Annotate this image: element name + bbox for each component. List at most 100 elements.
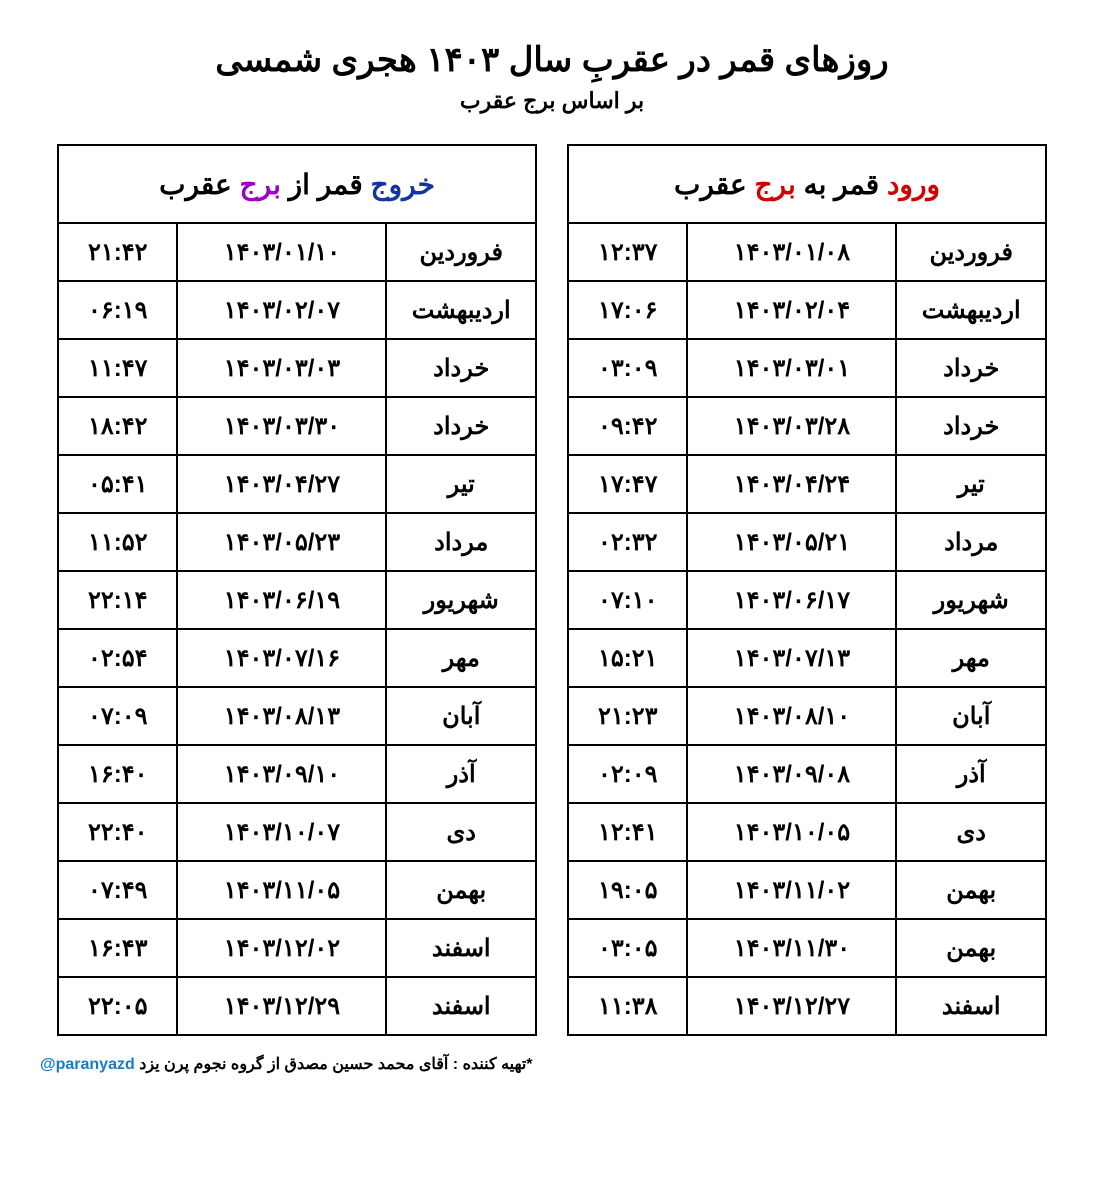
cell-time: ۰۲:۵۴ (58, 629, 177, 687)
hdr-word: خروج (371, 169, 435, 200)
page-title: روزهای قمر در عقربِ سال ۱۴۰۳ هجری شمسی (40, 40, 1064, 80)
cell-time: ۰۲:۳۲ (568, 513, 687, 571)
table-row: اسفند۱۴۰۳/۱۲/۲۷۱۱:۳۸ (568, 977, 1046, 1035)
cell-month: شهریور (386, 571, 536, 629)
cell-time: ۱۸:۴۲ (58, 397, 177, 455)
cell-month: شهریور (896, 571, 1046, 629)
table-row: مرداد۱۴۰۳/۰۵/۲۱۰۲:۳۲ (568, 513, 1046, 571)
table-row: تیر۱۴۰۳/۰۴/۲۴۱۷:۴۷ (568, 455, 1046, 513)
cell-date: ۱۴۰۳/۰۳/۲۸ (687, 397, 896, 455)
cell-month: آبان (896, 687, 1046, 745)
cell-month: آذر (896, 745, 1046, 803)
cell-date: ۱۴۰۳/۰۳/۳۰ (177, 397, 386, 455)
hdr-word: ورود (887, 169, 940, 200)
entry-table-header: ورود قمر به برج عقرب (568, 145, 1046, 223)
hdr-word: قمر از (289, 169, 363, 200)
hdr-word: برج (240, 169, 281, 200)
cell-time: ۲۱:۴۲ (58, 223, 177, 281)
cell-date: ۱۴۰۳/۰۷/۱۶ (177, 629, 386, 687)
hdr-word: عقرب (674, 169, 747, 200)
table-row: دی۱۴۰۳/۱۰/۰۵۱۲:۴۱ (568, 803, 1046, 861)
cell-time: ۲۱:۲۳ (568, 687, 687, 745)
cell-date: ۱۴۰۳/۰۱/۱۰ (177, 223, 386, 281)
cell-month: آبان (386, 687, 536, 745)
cell-month: اردیبهشت (896, 281, 1046, 339)
cell-date: ۱۴۰۳/۰۱/۰۸ (687, 223, 896, 281)
cell-date: ۱۴۰۳/۰۳/۰۱ (687, 339, 896, 397)
table-row: مرداد۱۴۰۳/۰۵/۲۳۱۱:۵۲ (58, 513, 536, 571)
cell-month: آذر (386, 745, 536, 803)
cell-time: ۱۱:۳۸ (568, 977, 687, 1035)
cell-date: ۱۴۰۳/۱۰/۰۵ (687, 803, 896, 861)
cell-time: ۰۶:۱۹ (58, 281, 177, 339)
cell-time: ۱۲:۴۱ (568, 803, 687, 861)
cell-month: اسفند (896, 977, 1046, 1035)
cell-month: بهمن (896, 919, 1046, 977)
cell-date: ۱۴۰۳/۱۱/۰۲ (687, 861, 896, 919)
cell-time: ۱۶:۴۳ (58, 919, 177, 977)
cell-time: ۱۱:۵۲ (58, 513, 177, 571)
table-row: بهمن۱۴۰۳/۱۱/۳۰۰۳:۰۵ (568, 919, 1046, 977)
table-row: اردیبهشت۱۴۰۳/۰۲/۰۷۰۶:۱۹ (58, 281, 536, 339)
table-row: مهر۱۴۰۳/۰۷/۱۳۱۵:۲۱ (568, 629, 1046, 687)
cell-month: مرداد (386, 513, 536, 571)
cell-date: ۱۴۰۳/۰۶/۱۹ (177, 571, 386, 629)
cell-time: ۰۳:۰۵ (568, 919, 687, 977)
table-row: شهریور۱۴۰۳/۰۶/۱۹۲۲:۱۴ (58, 571, 536, 629)
cell-month: دی (386, 803, 536, 861)
cell-date: ۱۴۰۳/۰۲/۰۷ (177, 281, 386, 339)
table-row: آبان۱۴۰۳/۰۸/۱۳۰۷:۰۹ (58, 687, 536, 745)
table-row: خرداد۱۴۰۳/۰۳/۰۱۰۳:۰۹ (568, 339, 1046, 397)
cell-month: خرداد (896, 339, 1046, 397)
cell-time: ۲۲:۱۴ (58, 571, 177, 629)
table-row: اسفند۱۴۰۳/۱۲/۰۲۱۶:۴۳ (58, 919, 536, 977)
cell-time: ۰۷:۴۹ (58, 861, 177, 919)
cell-date: ۱۴۰۳/۰۸/۱۰ (687, 687, 896, 745)
cell-month: مهر (386, 629, 536, 687)
footer-handle: @paranyazd (40, 1056, 135, 1073)
cell-month: دی (896, 803, 1046, 861)
cell-date: ۱۴۰۳/۰۹/۰۸ (687, 745, 896, 803)
cell-time: ۰۹:۴۲ (568, 397, 687, 455)
table-row: فروردین۱۴۰۳/۰۱/۱۰۲۱:۴۲ (58, 223, 536, 281)
cell-date: ۱۴۰۳/۱۲/۲۷ (687, 977, 896, 1035)
cell-month: بهمن (386, 861, 536, 919)
cell-month: خرداد (896, 397, 1046, 455)
cell-date: ۱۴۰۳/۱۲/۲۹ (177, 977, 386, 1035)
table-row: اردیبهشت۱۴۰۳/۰۲/۰۴۱۷:۰۶ (568, 281, 1046, 339)
cell-time: ۱۱:۴۷ (58, 339, 177, 397)
cell-time: ۰۵:۴۱ (58, 455, 177, 513)
table-row: اسفند۱۴۰۳/۱۲/۲۹۲۲:۰۵ (58, 977, 536, 1035)
table-row: خرداد۱۴۰۳/۰۳/۳۰۱۸:۴۲ (58, 397, 536, 455)
table-row: مهر۱۴۰۳/۰۷/۱۶۰۲:۵۴ (58, 629, 536, 687)
cell-time: ۱۹:۰۵ (568, 861, 687, 919)
cell-month: خرداد (386, 339, 536, 397)
cell-time: ۲۲:۴۰ (58, 803, 177, 861)
cell-month: اسفند (386, 977, 536, 1035)
cell-date: ۱۴۰۳/۱۲/۰۲ (177, 919, 386, 977)
cell-date: ۱۴۰۳/۱۱/۰۵ (177, 861, 386, 919)
page-subtitle: بر اساس برج عقرب (40, 88, 1064, 114)
cell-date: ۱۴۰۳/۰۹/۱۰ (177, 745, 386, 803)
cell-time: ۰۳:۰۹ (568, 339, 687, 397)
cell-date: ۱۴۰۳/۰۶/۱۷ (687, 571, 896, 629)
cell-month: اسفند (386, 919, 536, 977)
footer-text: *تهیه کننده : آقای محمد حسین مصدق از گرو… (139, 1056, 532, 1073)
table-row: فروردین۱۴۰۳/۰۱/۰۸۱۲:۳۷ (568, 223, 1046, 281)
table-row: آذر۱۴۰۳/۰۹/۱۰۱۶:۴۰ (58, 745, 536, 803)
cell-time: ۰۲:۰۹ (568, 745, 687, 803)
cell-date: ۱۴۰۳/۰۳/۰۳ (177, 339, 386, 397)
cell-time: ۰۷:۰۹ (58, 687, 177, 745)
tables-container: ورود قمر به برج عقرب فروردین۱۴۰۳/۰۱/۰۸۱۲… (40, 144, 1064, 1036)
table-row: خرداد۱۴۰۳/۰۳/۰۳۱۱:۴۷ (58, 339, 536, 397)
table-row: شهریور۱۴۰۳/۰۶/۱۷۰۷:۱۰ (568, 571, 1046, 629)
cell-time: ۱۵:۲۱ (568, 629, 687, 687)
cell-time: ۱۲:۳۷ (568, 223, 687, 281)
cell-month: تیر (386, 455, 536, 513)
cell-month: خرداد (386, 397, 536, 455)
entry-table: ورود قمر به برج عقرب فروردین۱۴۰۳/۰۱/۰۸۱۲… (567, 144, 1047, 1036)
hdr-word: عقرب (159, 169, 232, 200)
table-row: آبان۱۴۰۳/۰۸/۱۰۲۱:۲۳ (568, 687, 1046, 745)
exit-table-body: فروردین۱۴۰۳/۰۱/۱۰۲۱:۴۲اردیبهشت۱۴۰۳/۰۲/۰۷… (58, 223, 536, 1035)
cell-date: ۱۴۰۳/۱۱/۳۰ (687, 919, 896, 977)
